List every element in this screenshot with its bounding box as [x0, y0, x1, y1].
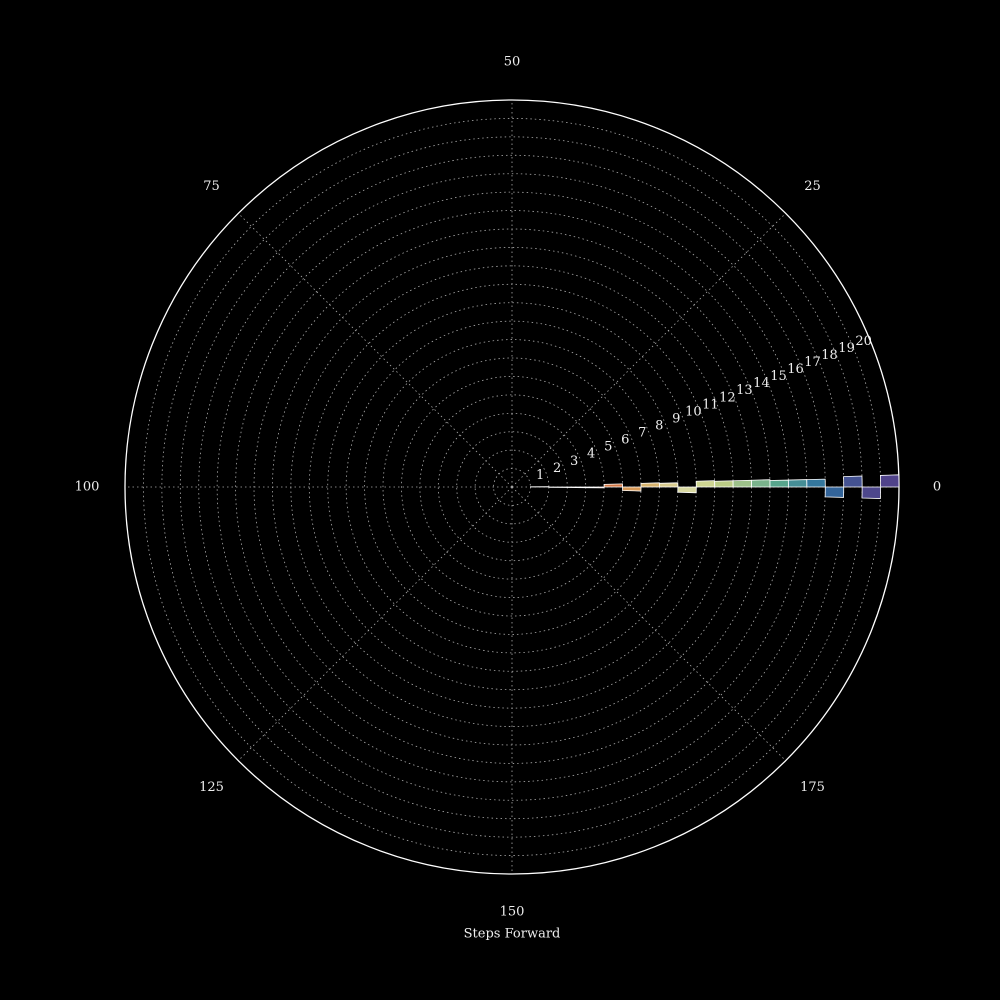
- theta-tick-label: 175: [800, 780, 825, 795]
- bar: [843, 475, 863, 488]
- r-tick-label: 4: [587, 447, 595, 462]
- bar: [824, 486, 845, 498]
- r-tick-label: 7: [638, 426, 646, 441]
- bar: [603, 483, 623, 488]
- r-tick-label: 11: [702, 397, 719, 412]
- r-tick-label: 14: [753, 376, 770, 391]
- r-tick-label: 2: [553, 461, 561, 476]
- bar: [806, 478, 826, 488]
- bar: [695, 480, 716, 488]
- bar: [548, 486, 568, 488]
- r-tick-label: 17: [804, 355, 821, 370]
- bar: [714, 480, 734, 488]
- theta-tick-label: 150: [500, 905, 525, 920]
- theta-tick-label: 125: [199, 780, 224, 795]
- theta-tick-label: 50: [504, 55, 521, 70]
- r-tick-label: 13: [736, 383, 753, 398]
- theta-tick-label: 0: [933, 480, 941, 495]
- r-tick-label: 12: [719, 390, 736, 405]
- bar: [732, 479, 752, 488]
- grid-spoke: [238, 213, 513, 488]
- grid-spoke: [511, 213, 786, 488]
- r-tick-label: 1: [536, 468, 544, 483]
- bar: [640, 482, 660, 488]
- r-tick-label: 3: [570, 454, 578, 469]
- bar: [566, 486, 587, 489]
- r-tick-label: 18: [821, 348, 838, 363]
- x-axis-label: Steps Forward: [464, 927, 561, 942]
- theta-tick-label: 100: [75, 480, 100, 495]
- bar: [751, 479, 771, 488]
- bar: [861, 486, 881, 499]
- r-tick-label: 16: [787, 362, 804, 377]
- bar: [585, 486, 605, 489]
- r-tick-label: 15: [770, 369, 787, 384]
- grid-spoke: [238, 486, 513, 761]
- r-tick-label: 10: [685, 404, 702, 419]
- r-tick-label: 5: [604, 440, 612, 455]
- r-tick-label: 20: [855, 334, 872, 349]
- bar: [622, 486, 642, 492]
- r-tick-label: 19: [838, 341, 855, 356]
- r-tick-label: 8: [655, 418, 663, 433]
- bar: [787, 479, 808, 488]
- bar: [658, 482, 679, 488]
- bar: [879, 474, 900, 488]
- bar: [769, 479, 789, 488]
- r-tick-label: 6: [621, 433, 629, 448]
- bar: [677, 486, 697, 494]
- r-tick-label: 9: [672, 411, 680, 426]
- theta-tick-label: 25: [804, 179, 821, 194]
- theta-tick-label: 75: [203, 179, 220, 194]
- grid-spoke: [511, 486, 786, 761]
